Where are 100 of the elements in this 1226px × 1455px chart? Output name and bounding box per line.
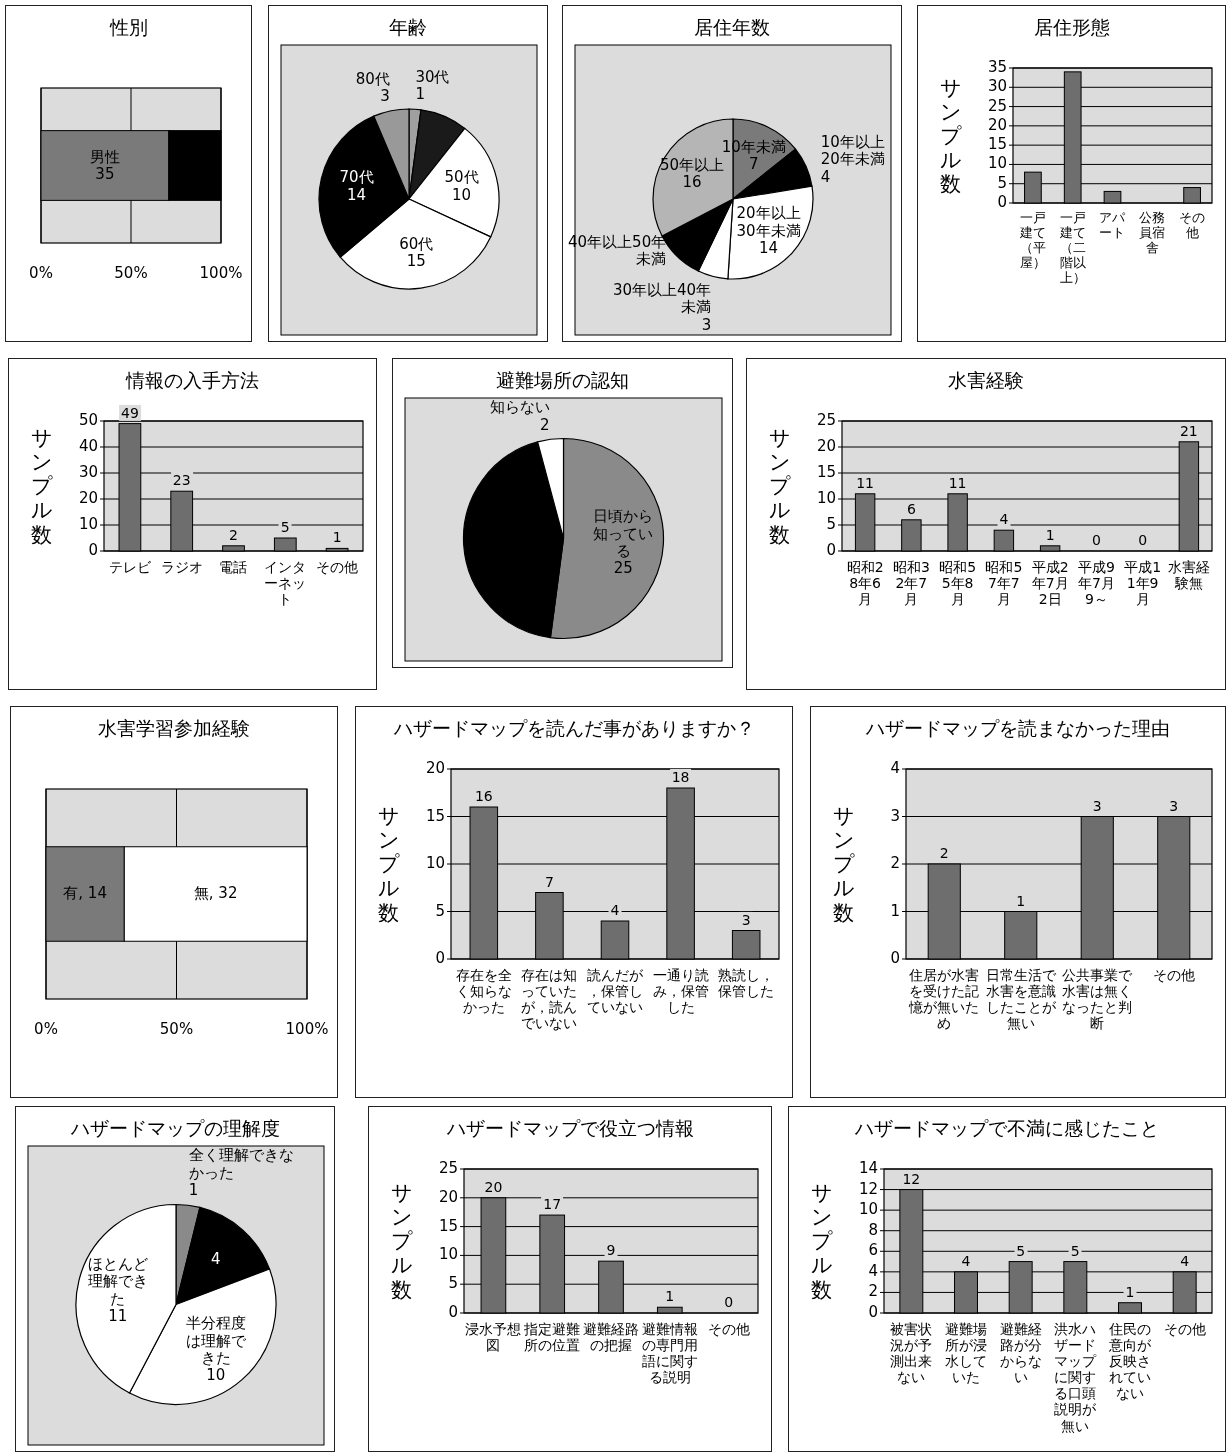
slice-label: 日頃から知っている — [592, 506, 655, 560]
annotation: 無, 32 — [193, 884, 238, 903]
x-tick-label: 公務員宿舎 — [1138, 210, 1167, 256]
x-tick-label: 一通り読み，保管した — [651, 967, 710, 1016]
data-label: 11 — [946, 474, 969, 491]
y-tick-label: 50 — [78, 411, 98, 430]
y-tick-label: 15 — [816, 463, 836, 482]
y-tick-label: 0 — [435, 949, 445, 968]
x-tick-label: 洪水ハザードマップに関する口頭説明が無い — [1053, 1321, 1098, 1434]
data-label: 3 — [1090, 797, 1104, 814]
x-tick-label: 日常生活で水害を意識したことが無い — [984, 967, 1057, 1032]
y-axis-title: サンプル数 — [390, 1180, 414, 1302]
slice-label: 10年以上20年未満 — [820, 133, 886, 169]
x-tick-label: 100% — [285, 1020, 329, 1039]
x-tick-label: インターネット — [263, 559, 308, 608]
x-tick-label: 熟読し，保管した — [717, 967, 776, 1000]
data-label: 1 — [663, 1288, 677, 1305]
data-label: 6 — [904, 500, 918, 517]
y-axis-title: サンプル数 — [832, 803, 856, 925]
chart-title: 情報の入手方法 — [124, 369, 260, 392]
y-tick-label: 0 — [868, 1303, 878, 1322]
data-label: 1 — [1123, 1283, 1137, 1300]
data-label: 4 — [211, 1249, 221, 1269]
y-tick-label: 15 — [425, 806, 445, 826]
y-tick-label: 20 — [425, 759, 445, 778]
data-label: 25 — [612, 558, 634, 577]
y-tick-label: 20 — [78, 489, 98, 508]
y-tick-label: 1 — [890, 901, 900, 921]
slice-label: ほとんど理解できた — [86, 1254, 149, 1308]
y-tick-label: 2 — [890, 854, 900, 873]
data-label: 3 — [739, 911, 753, 928]
x-tick-label: テレビ — [107, 559, 152, 576]
x-tick-label: 住民の意向が反映されていない — [1108, 1321, 1152, 1402]
y-tick-label: 0 — [448, 1303, 458, 1322]
slice-label: 70代 — [339, 168, 374, 187]
data-label: 5 — [278, 518, 292, 535]
data-label: 11 — [107, 1306, 129, 1325]
x-tick-label: 平成2年7月2日 — [1030, 559, 1070, 608]
y-tick-label: 0 — [88, 541, 98, 560]
data-label: 14 — [758, 238, 780, 258]
data-label: 9 — [604, 1242, 618, 1259]
data-label: 0 — [1089, 531, 1103, 548]
x-tick-label: 昭和55年8月 — [938, 559, 978, 608]
y-tick-label: 0 — [826, 541, 836, 560]
y-axis-title: サンプル数 — [810, 1180, 834, 1302]
chart-title: ハザードマップの理解度 — [69, 1117, 281, 1140]
x-tick-label: その他 — [315, 559, 360, 576]
x-tick-label: 避難経路が分からない — [998, 1321, 1043, 1386]
y-tick-label: 5 — [448, 1274, 458, 1293]
data-label: 3 — [1167, 797, 1181, 814]
slice-label: 全く理解できなかった — [188, 1146, 295, 1183]
x-tick-label: 昭和57年7月 — [984, 559, 1024, 608]
slice-label: 40年以上50年未満 — [567, 232, 667, 268]
data-label: 1 — [330, 529, 344, 546]
slice-label: 半分程度は理解できた — [184, 1313, 247, 1367]
y-tick-label: 20 — [816, 437, 836, 456]
data-label: 14 — [345, 185, 367, 204]
y-axis-title: サンプル数 — [30, 425, 54, 547]
x-tick-label: 住居が水害を受けた記憶が無いため — [907, 967, 981, 1032]
x-tick-label: 一戸建て（二階以上） — [1058, 210, 1087, 286]
y-tick-label: 15 — [987, 135, 1007, 154]
x-tick-label: 存在は知っていたが，読んでいない — [520, 967, 579, 1032]
data-label: 7 — [749, 154, 759, 173]
y-tick-label: 6 — [868, 1241, 878, 1260]
data-label: 1 — [188, 1181, 200, 1200]
x-tick-label: 100% — [199, 264, 243, 283]
x-tick-label: 避難経路の把握 — [582, 1321, 640, 1354]
y-tick-label: 25 — [816, 411, 836, 430]
x-tick-label: 存在を全く知らなかった — [454, 967, 513, 1016]
data-label: 1 — [1014, 892, 1028, 909]
data-label: 1 — [1043, 526, 1057, 543]
y-tick-label: 25 — [438, 1159, 458, 1178]
x-tick-label: 公共事業で水害は無くなったと判断 — [1061, 967, 1134, 1032]
y-tick-label: 15 — [438, 1216, 458, 1236]
data-label: 0 — [722, 1293, 736, 1310]
y-tick-label: 5 — [435, 901, 445, 921]
y-tick-label: 2 — [868, 1282, 878, 1302]
data-label: 0 — [1136, 531, 1150, 548]
x-tick-label: 一戸建て（平屋） — [1018, 210, 1047, 271]
chart-title: 水害経験 — [947, 369, 1025, 392]
data-label: 10 — [206, 1365, 227, 1384]
x-tick-label: 0% — [29, 264, 53, 283]
x-tick-label: その他 — [706, 1321, 751, 1338]
x-tick-label: 電話 — [218, 559, 249, 576]
slice-label: 50代 — [444, 168, 479, 187]
x-tick-label: アパート — [1098, 210, 1127, 241]
x-tick-label: 避難場所が浸水していた — [944, 1321, 988, 1386]
x-tick-label: 50% — [114, 264, 148, 283]
data-label: 17 — [541, 1195, 564, 1213]
x-tick-label: 避難情報の専門用語に関する説明 — [641, 1321, 699, 1386]
data-label: 2 — [937, 844, 951, 861]
y-tick-label: 10 — [858, 1200, 878, 1219]
x-tick-label: 平成11年9月 — [1123, 559, 1163, 608]
x-tick-label: 読んだが，保管していない — [586, 967, 644, 1016]
slice-label: 60代 — [399, 234, 434, 253]
chart-title: ハザードマップで役立つ情報 — [445, 1117, 695, 1140]
x-tick-label: 平成9年7月9～ — [1076, 559, 1116, 608]
annotation: 有, 14 — [63, 884, 107, 903]
chart-title: 水害学習参加経験 — [97, 717, 251, 740]
data-label: 3 — [379, 86, 390, 105]
